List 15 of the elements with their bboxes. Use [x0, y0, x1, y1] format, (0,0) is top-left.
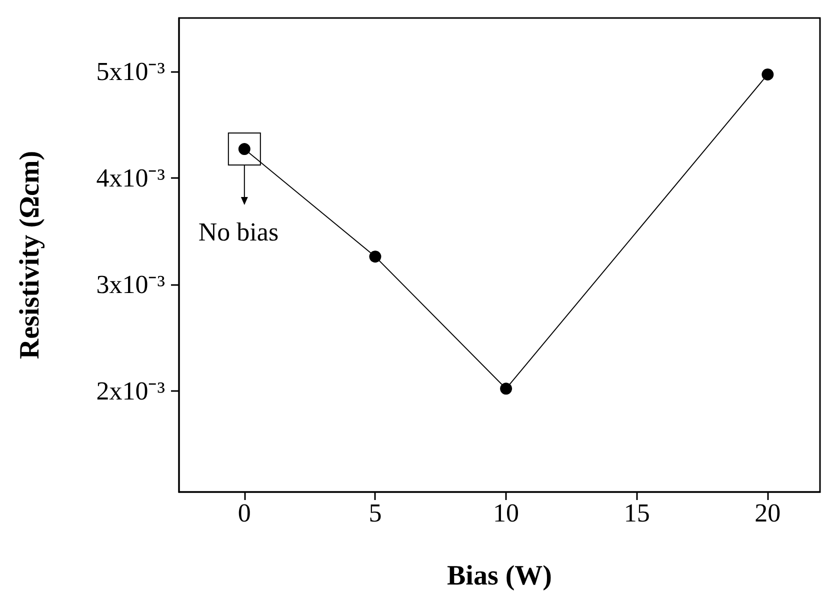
x-tick-label: 15 [624, 498, 650, 528]
y-axis-title: Resistivity (Ωcm) [14, 150, 46, 360]
y-tick-label: 4x10⁻³ [96, 163, 166, 192]
x-tick-label: 20 [754, 498, 781, 528]
point [762, 68, 774, 80]
point [500, 382, 512, 395]
x-tick-label: 0 [238, 498, 251, 528]
point [369, 250, 382, 263]
annotation: No bias [198, 218, 279, 247]
x-tick-label: 10 [493, 498, 520, 528]
y-tick-label: 5x10⁻³ [96, 56, 166, 86]
y-tick-label: 2x10⁻³ [96, 376, 166, 406]
x-axis-title: Bias (W) [447, 560, 552, 592]
y-tick-label: 3x10⁻³ [96, 270, 166, 299]
x-tick-label: 5 [368, 498, 382, 528]
